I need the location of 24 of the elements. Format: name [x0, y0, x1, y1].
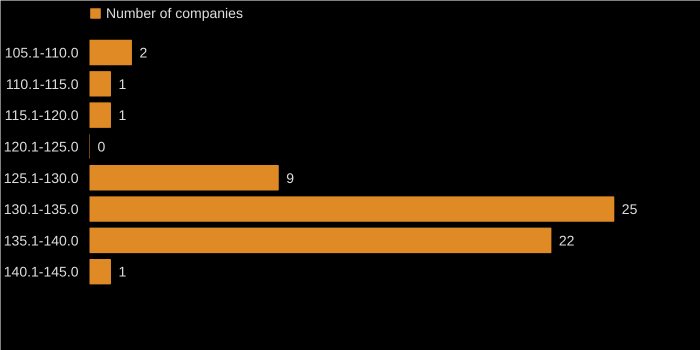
bar — [90, 165, 279, 190]
bar — [90, 102, 111, 128]
legend-label: Number of companies — [106, 5, 243, 21]
bar — [90, 258, 111, 284]
data-label: 22 — [558, 232, 575, 248]
y-tick-label: 130.1-135.0 — [4, 201, 79, 218]
data-label: 9 — [286, 170, 294, 186]
y-tick-label: 110.1-115.0 — [6, 76, 79, 92]
y-tick-label: 140.1-145.0 — [4, 264, 79, 280]
data-label: 1 — [118, 264, 126, 280]
bar — [90, 196, 614, 222]
y-tick-label: 125.1-130.0 — [4, 170, 79, 186]
data-label: 1 — [118, 76, 126, 92]
y-tick-label: 120.1-125.0 — [4, 138, 79, 154]
bar — [90, 71, 111, 97]
bar — [90, 40, 132, 66]
data-label: 2 — [139, 44, 148, 60]
data-label: 1 — [118, 107, 126, 124]
data-label: 0 — [98, 138, 106, 154]
y-tick-label: 115.1-120.0 — [4, 107, 79, 124]
y-tick-label: 105.1-110.0 — [4, 44, 79, 60]
y-tick-label: 135.1-140.0 — [4, 232, 79, 248]
data-label: 25 — [622, 201, 638, 218]
bar — [90, 228, 552, 254]
